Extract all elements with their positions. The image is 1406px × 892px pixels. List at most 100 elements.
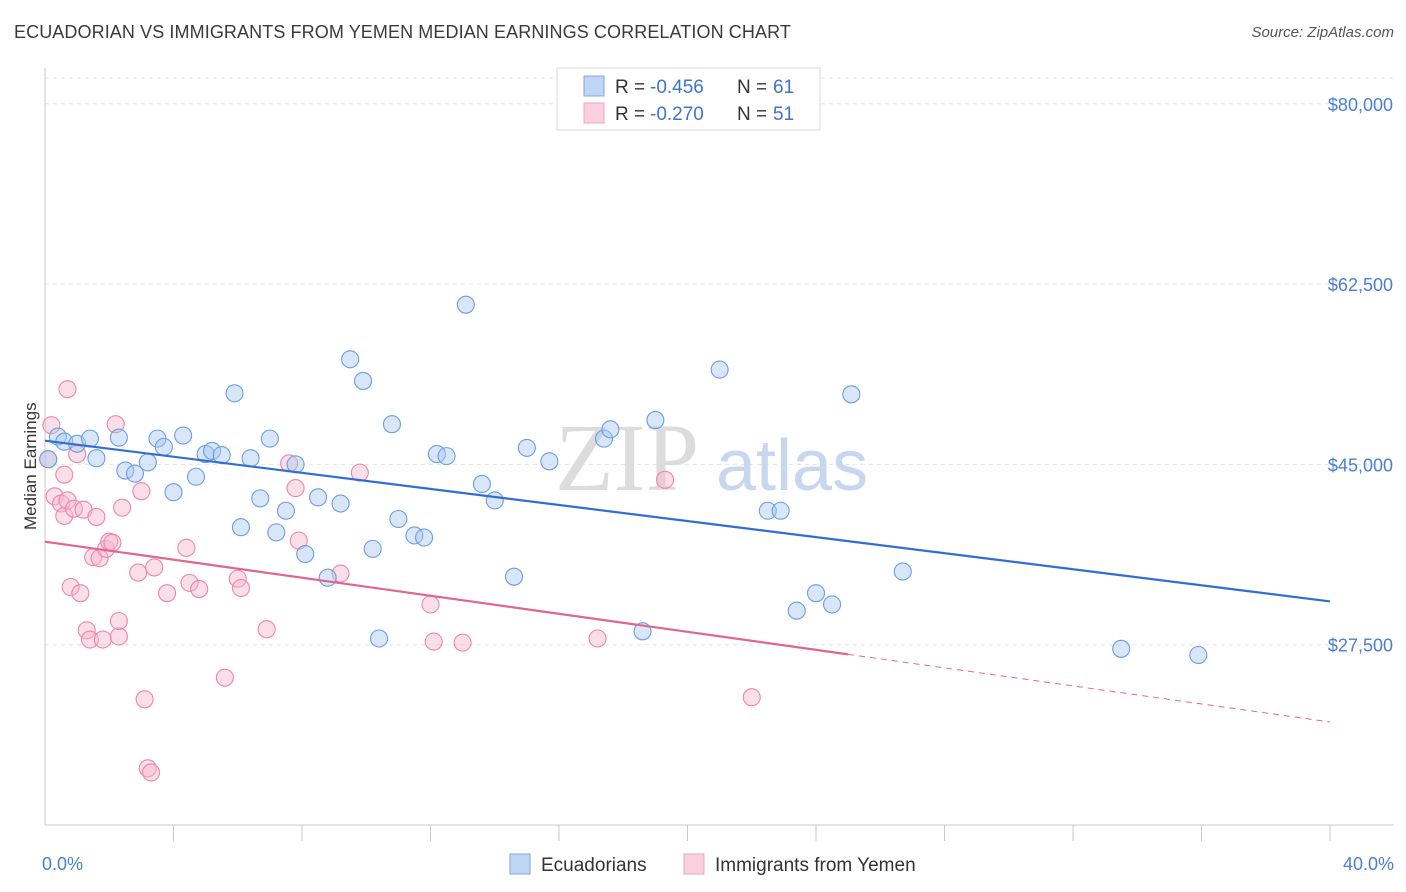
watermark-zip: ZIP [555, 404, 699, 511]
yemen-point [55, 506, 74, 525]
watermark-atlas: atlas [716, 426, 868, 506]
ecuadorian-point [116, 461, 135, 480]
ecuadorian-point [39, 450, 58, 469]
yemen-point [80, 630, 100, 649]
ecuadorian-point [251, 489, 270, 508]
x-tick-label-max: 40.0% [1343, 854, 1394, 874]
ecuadorian-point [415, 528, 434, 547]
yemen-point [42, 416, 61, 435]
legend-swatch-yemen [583, 102, 605, 124]
ecuadorian-point [601, 420, 620, 439]
y-axis-label: Median Earnings [21, 402, 40, 530]
ecuadorian-point [646, 411, 665, 430]
bottom-legend-swatch-ecuadorians [509, 853, 531, 875]
top-legend: R = -0.456 N = 61 R = -0.270 N = 51 [556, 67, 821, 131]
ecuadorian-point [787, 601, 806, 620]
ecuadorian-point [260, 429, 279, 448]
yemen-point [286, 479, 305, 498]
ecuadorian-point [517, 438, 536, 457]
legend-swatch-ecuadorians [583, 75, 605, 97]
ecuadorian-point [771, 501, 790, 520]
ecuadorian-point [231, 518, 251, 537]
yemen-point [158, 584, 177, 603]
legend-r-label-2: R = [615, 104, 645, 125]
yemen-point [135, 690, 154, 709]
ecuadorian-point [241, 449, 260, 468]
ecuadorian-point [382, 415, 402, 434]
ecuadorian-point [370, 629, 389, 648]
ecuadorian-point [203, 441, 222, 461]
trend-line-yemen [44, 540, 849, 656]
ecuadorian-point [174, 426, 193, 445]
legend-n-label-2: N = [737, 104, 767, 125]
legend-n-label-1: N = [737, 77, 767, 98]
ecuadorian-point [296, 544, 315, 564]
yemen-point [141, 763, 161, 782]
ecuadorian-point [485, 491, 504, 510]
y-tick-label: $27,500 [1328, 636, 1393, 656]
ecuadorian-point [225, 384, 244, 403]
bottom-legend-swatch-yemen [683, 853, 705, 875]
ecuadorian-point [710, 360, 729, 379]
yemen-point [588, 629, 607, 648]
yemen-point [424, 632, 443, 651]
ecuadorian-point [331, 494, 350, 513]
ecuadorian-point [594, 429, 614, 448]
yemen-point [113, 498, 132, 517]
yemen-point [180, 573, 199, 592]
y-tick-label: $45,000 [1328, 455, 1393, 475]
yemen-point [106, 415, 125, 434]
ecuadorian-point [1189, 645, 1208, 665]
yemen-point [129, 563, 148, 582]
bottom-legend-label-yemen: Immigrants from Yemen [715, 855, 916, 876]
yemen-point [655, 470, 675, 489]
ecuadorian-point [341, 350, 360, 369]
yemen-point [58, 380, 77, 399]
yemen-point [61, 577, 80, 597]
ecuadorian-point [1112, 639, 1131, 658]
axes-layer: $27,500 $45,000 $62,500 $80,000 0.0% 40.0% [42, 68, 1394, 874]
ecuadorian-points [39, 295, 1208, 665]
yemen-point [190, 580, 209, 599]
yemen-point [421, 595, 440, 614]
ecuadorian-point [87, 449, 106, 468]
yemen-point [93, 630, 112, 649]
yemen-point [71, 584, 90, 603]
ecuadorian-point [504, 567, 524, 586]
ecuadorian-point [893, 562, 912, 581]
legend-r-value-2: -0.270 [650, 104, 704, 125]
ecuadorian-point [363, 539, 382, 558]
ecuadorian-point [472, 474, 491, 494]
yemen-point [103, 533, 122, 552]
yemen-point [87, 507, 106, 526]
ecuadorian-point [309, 488, 328, 507]
yemen-point [64, 499, 83, 518]
ecuadorian-point [186, 467, 206, 486]
ecuadorian-point [125, 464, 144, 483]
y-tick-label: $62,500 [1328, 275, 1393, 295]
legend-n-value-1: 61 [773, 77, 794, 98]
yemen-points [39, 380, 761, 782]
watermark: ZIP atlas [555, 404, 868, 511]
source-credit: Source: ZipAtlas.com [1251, 24, 1394, 41]
ecuadorian-point [164, 483, 183, 502]
ecuadorian-point [154, 437, 173, 456]
yemen-point [231, 578, 251, 598]
ecuadorian-point [276, 501, 295, 520]
ecuadorian-point [138, 453, 157, 472]
trend-layer [44, 439, 1331, 723]
ecuadorian-point [267, 523, 286, 542]
trend-line-ecuadorians [44, 439, 1331, 603]
ecuadorian-point [540, 452, 559, 471]
x-tick-label-min: 0.0% [42, 854, 83, 874]
yemen-point [109, 611, 128, 631]
yemen-point [132, 482, 151, 501]
bottom-legend-label-ecuadorians: Ecuadorians [541, 855, 647, 876]
ecuadorian-point [109, 428, 128, 447]
ecuadorian-point [389, 509, 408, 529]
legend-r-label-1: R = [615, 77, 645, 98]
ecuadorian-point [823, 595, 842, 614]
yemen-point [145, 558, 164, 577]
yemen-point [742, 688, 761, 707]
